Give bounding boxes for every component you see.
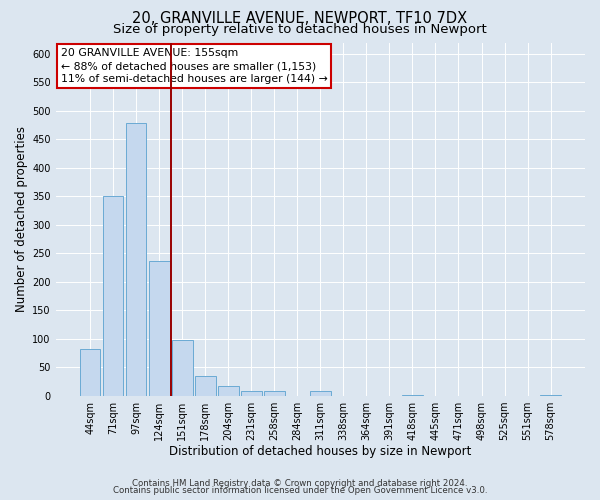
Bar: [149, 262, 170, 396]
Text: Size of property relative to detached houses in Newport: Size of property relative to detached ho…: [113, 22, 487, 36]
Text: Contains public sector information licensed under the Open Government Licence v3: Contains public sector information licen…: [113, 486, 487, 495]
Text: Contains HM Land Registry data © Crown copyright and database right 2024.: Contains HM Land Registry data © Crown c…: [132, 478, 468, 488]
Bar: [241, 392, 262, 396]
Bar: [540, 395, 561, 396]
Text: 20 GRANVILLE AVENUE: 155sqm
← 88% of detached houses are smaller (1,153)
11% of : 20 GRANVILLE AVENUE: 155sqm ← 88% of det…: [61, 48, 328, 84]
Bar: [172, 340, 193, 396]
Bar: [80, 348, 100, 396]
Bar: [264, 392, 284, 396]
Bar: [195, 376, 215, 396]
Text: 20, GRANVILLE AVENUE, NEWPORT, TF10 7DX: 20, GRANVILLE AVENUE, NEWPORT, TF10 7DX: [133, 11, 467, 26]
X-axis label: Distribution of detached houses by size in Newport: Distribution of detached houses by size …: [169, 444, 472, 458]
Bar: [402, 395, 423, 396]
Bar: [218, 386, 239, 396]
Y-axis label: Number of detached properties: Number of detached properties: [15, 126, 28, 312]
Bar: [103, 196, 124, 396]
Bar: [126, 124, 146, 396]
Bar: [310, 392, 331, 396]
